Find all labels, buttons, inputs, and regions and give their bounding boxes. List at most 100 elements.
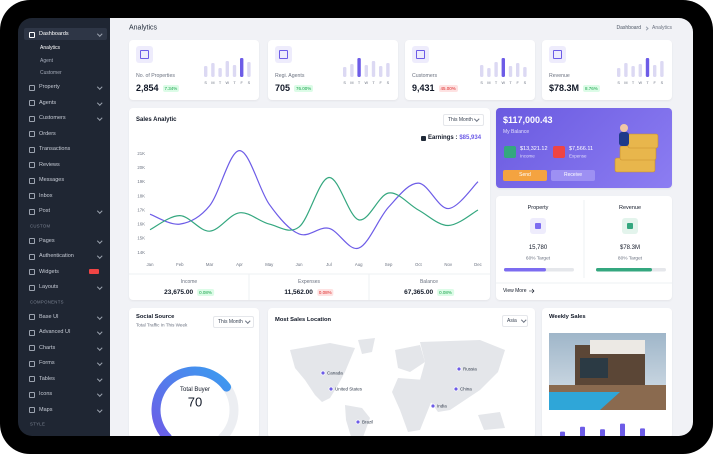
day-label: S (248, 81, 251, 85)
menu-icon (29, 253, 35, 260)
balance-amount: $117,000.43 (503, 115, 553, 125)
mini-bar (225, 61, 229, 77)
menu-icon (29, 238, 35, 244)
menu-icon (29, 193, 35, 199)
line-series (149, 176, 479, 232)
menu-icon (29, 162, 35, 168)
stat-value: 9,431 (412, 83, 435, 93)
menu-item[interactable]: Property (39, 84, 60, 90)
summary-value: 23,675.00 (164, 289, 194, 296)
summary-value: 11,562.00 (284, 289, 313, 296)
view-more[interactable]: View More (503, 288, 527, 294)
target-label: 80% Target (617, 256, 643, 262)
weekly-bar (600, 429, 605, 436)
send-button[interactable]: Send (503, 170, 547, 181)
stat-icon-glyph (140, 50, 149, 59)
x-tick-label: Jan (147, 262, 155, 267)
menu-item[interactable]: Advanced UI (39, 329, 71, 335)
y-tick-label: 18K (137, 193, 145, 198)
menu-item[interactable]: Dashboards (39, 31, 69, 37)
breadcrumb-item[interactable]: Dashboard (616, 25, 641, 31)
person-body (619, 132, 629, 146)
menu-item[interactable]: Tables (39, 375, 55, 382)
submenu-item[interactable]: Agent (40, 57, 54, 64)
y-tick-label: 20K (137, 165, 145, 170)
receive-button[interactable]: Receive (551, 170, 595, 181)
continent (392, 378, 432, 432)
x-tick-label: Mar (206, 262, 214, 267)
mini-bar (364, 65, 368, 77)
x-tick-label: Jul (326, 262, 332, 267)
mini-bar (379, 66, 383, 77)
mini-bar (240, 58, 244, 77)
menu-item[interactable]: Base UI (39, 313, 59, 320)
menu-item[interactable]: Messages (39, 177, 65, 183)
photo-window (580, 358, 608, 378)
menu-icon (29, 407, 35, 413)
menu-item[interactable]: Layouts (39, 284, 59, 290)
dropdown[interactable]: This Month (213, 316, 254, 328)
y-tick-label: 15K (137, 236, 145, 241)
y-tick-label: 16K (137, 222, 145, 227)
active-item (24, 28, 107, 40)
card-title: Social Source (136, 314, 175, 320)
menu-item[interactable]: Pages (39, 237, 55, 244)
breadcrumb-item[interactable]: Analytics (651, 25, 672, 31)
menu-item[interactable]: Agents (39, 99, 57, 106)
mini-bar (494, 62, 498, 77)
summary-value: 67,365.00 (404, 289, 434, 296)
stat-label: Revenue (549, 73, 570, 79)
person-head (620, 124, 628, 132)
menu-icon (29, 284, 35, 291)
menu-icon (29, 31, 35, 38)
menu-item[interactable]: Widgets (39, 268, 59, 275)
menu-item[interactable]: Authentication (39, 253, 74, 259)
mini-bar (516, 63, 520, 77)
day-label: T (372, 81, 375, 85)
income-label: Income (520, 153, 535, 159)
gauge-label: Total Buyer (179, 387, 211, 393)
earnings-value: $85,934 (459, 135, 482, 141)
dropdown[interactable]: This Month (443, 114, 484, 126)
menu-item[interactable]: Inbox (39, 192, 53, 199)
menu-item[interactable]: Maps (39, 406, 53, 413)
menu-item[interactable]: Charts (39, 344, 56, 351)
photo-pool (549, 392, 620, 410)
day-label: S (661, 81, 664, 85)
day-label: S (617, 81, 620, 85)
continent (420, 340, 505, 412)
earnings-icon (421, 136, 426, 141)
day-label: F (241, 81, 244, 85)
progress-bar (504, 268, 546, 272)
x-tick-label: Dec (474, 262, 482, 267)
menu-item[interactable]: Customers (39, 115, 66, 121)
menu-item[interactable]: Icons (39, 391, 53, 397)
weekly-bar (580, 426, 585, 436)
stat-row: 705 76.00% (275, 83, 314, 93)
submenu-item[interactable]: Customer (40, 70, 62, 76)
menu-item[interactable]: Post (39, 208, 51, 214)
breadcrumb: Dashboard Analytics (617, 25, 672, 31)
dropdown[interactable]: Asia (502, 315, 528, 327)
menu-item[interactable]: Forms (39, 360, 55, 366)
y-tick-label: 14K (137, 250, 145, 255)
day-label: F (517, 81, 520, 85)
location-marker (355, 419, 361, 425)
mini-bar (638, 64, 642, 77)
menu-item[interactable]: Transactions (39, 146, 71, 152)
card-title: Most Sales Location (275, 317, 332, 323)
menu-section: STYLE (30, 421, 46, 427)
mini-bar (645, 58, 650, 77)
menu-icon (29, 208, 35, 215)
mini-bar (508, 66, 513, 77)
stat-label: Regi. Agents (275, 73, 305, 79)
location-marker (430, 403, 436, 409)
line-series (149, 150, 479, 249)
submenu-item[interactable]: Analytics (40, 45, 61, 51)
menu-item[interactable]: Reviews (39, 161, 60, 168)
menu-icon (29, 391, 35, 398)
card-title: Weekly Sales (549, 314, 586, 320)
menu-item[interactable]: Orders (39, 130, 56, 137)
day-label: T (646, 81, 649, 85)
